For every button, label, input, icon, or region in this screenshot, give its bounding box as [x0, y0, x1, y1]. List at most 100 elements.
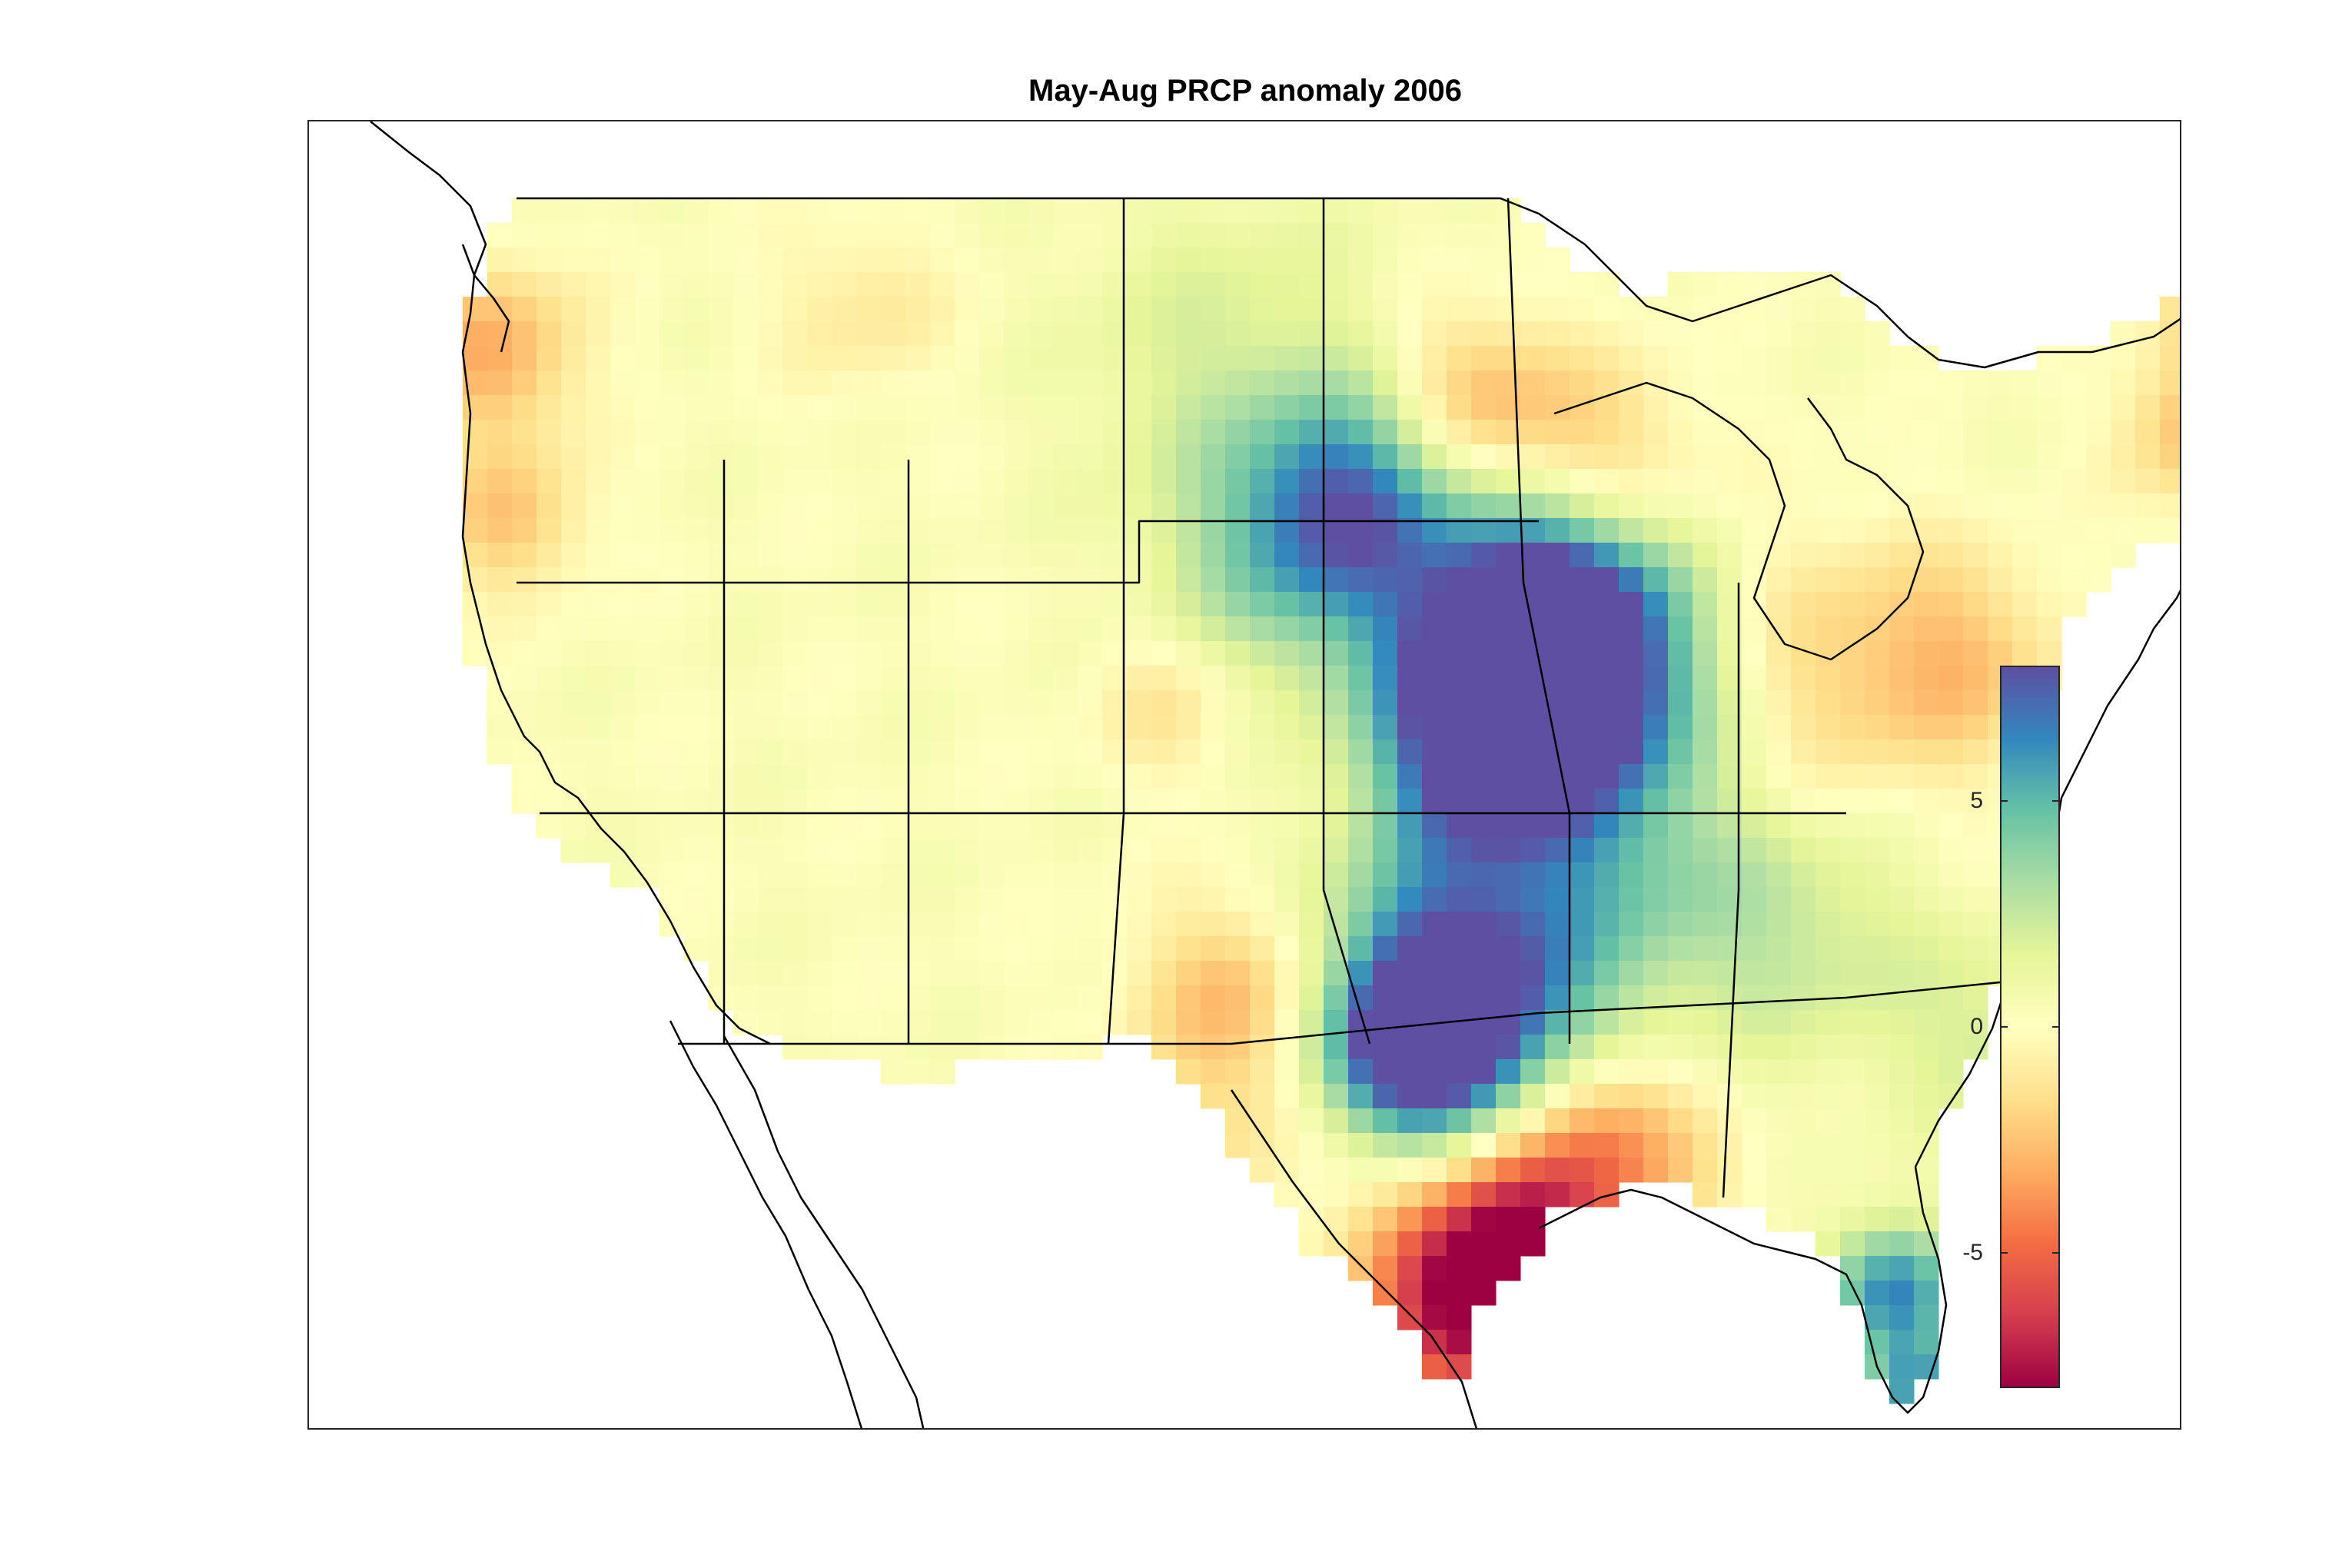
grid-cell	[1545, 764, 1570, 789]
grid-cell	[733, 370, 759, 396]
grid-cell	[1201, 567, 1226, 593]
grid-cell	[1914, 666, 1939, 691]
grid-cell	[1668, 838, 1693, 863]
grid-cell	[955, 297, 980, 322]
grid-cell	[1324, 715, 1349, 740]
grid-cell	[1299, 297, 1324, 322]
grid-cell	[733, 247, 759, 273]
grid-cell	[1963, 493, 1988, 519]
grid-cell	[561, 764, 586, 789]
grid-cell	[1889, 813, 1915, 839]
grid-cell	[659, 321, 685, 347]
grid-cell	[1889, 1108, 1915, 1134]
grid-cell	[1496, 1207, 1521, 1232]
grid-cell	[832, 1035, 857, 1060]
grid-cell	[1570, 567, 1595, 593]
grid-cell	[1938, 1010, 1964, 1035]
grid-cell	[1963, 862, 1988, 888]
grid-cell	[1471, 592, 1497, 617]
grid-cell	[930, 764, 955, 789]
grid-cell	[1619, 321, 1644, 347]
grid-cell	[1988, 395, 2013, 420]
grid-cell	[1693, 1182, 1718, 1208]
grid-cell	[2135, 493, 2161, 519]
grid-cell	[1545, 838, 1570, 863]
grid-cell	[1324, 469, 1349, 494]
grid-cell	[684, 912, 709, 937]
grid-cell	[1447, 912, 1472, 937]
grid-cell	[1717, 1182, 1742, 1208]
grid-cell	[709, 370, 734, 396]
grid-cell	[2160, 395, 2180, 420]
grid-cell	[1176, 592, 1201, 617]
grid-cell	[1520, 1108, 1546, 1134]
grid-cell	[807, 444, 832, 470]
grid-cell	[1274, 764, 1300, 789]
grid-cell	[1766, 1084, 1792, 1109]
grid-cell	[1447, 493, 1472, 519]
grid-cell	[1840, 887, 1865, 912]
grid-cell	[610, 493, 636, 519]
grid-cell	[1422, 1108, 1447, 1134]
grid-cell	[1201, 616, 1226, 642]
grid-cell	[1520, 247, 1546, 273]
grid-cell	[1250, 616, 1275, 642]
grid-cell	[1422, 1158, 1447, 1183]
grid-cell	[1348, 1133, 1374, 1158]
grid-cell	[1865, 936, 1890, 962]
grid-cell	[979, 764, 1005, 789]
grid-cell	[1078, 887, 1103, 912]
grid-cell	[1520, 739, 1546, 765]
grid-cell	[1053, 936, 1078, 962]
grid-cell	[1250, 395, 1275, 420]
grid-cell	[537, 789, 562, 814]
grid-cell	[1938, 912, 1964, 937]
grid-cell	[1938, 370, 1964, 396]
grid-cell	[1348, 1035, 1374, 1060]
grid-cell	[2012, 420, 2038, 445]
grid-cell	[1840, 961, 1865, 986]
grid-cell	[1594, 1133, 1619, 1158]
grid-cell	[832, 518, 857, 543]
grid-cell	[1594, 789, 1619, 814]
grid-cell	[1127, 493, 1152, 519]
grid-cell	[1840, 1035, 1865, 1060]
grid-cell	[1865, 1207, 1890, 1232]
grid-cell	[1447, 1182, 1472, 1208]
grid-cell	[1348, 518, 1374, 543]
grid-cell	[905, 297, 931, 322]
grid-cell	[635, 739, 660, 765]
grid-cell	[1078, 912, 1103, 937]
grid-cell	[1471, 567, 1497, 593]
grid-cell	[1717, 469, 1742, 494]
grid-cell	[1570, 370, 1595, 396]
grid-cell	[586, 469, 611, 494]
grid-cell	[979, 469, 1005, 494]
grid-cell	[1693, 1059, 1718, 1085]
grid-cell	[1422, 346, 1447, 371]
grid-cell	[881, 838, 906, 863]
grid-cell	[1127, 936, 1152, 962]
grid-cell	[1815, 1158, 1841, 1183]
grid-cell	[1397, 616, 1423, 642]
grid-cell	[1520, 912, 1546, 937]
grid-cell	[881, 961, 906, 986]
grid-cell	[1791, 838, 1816, 863]
grid-cell	[2086, 420, 2111, 445]
grid-cell	[1520, 985, 1546, 1011]
grid-cell	[807, 862, 832, 888]
grid-cell	[733, 469, 759, 494]
grid-cell	[1373, 1010, 1398, 1035]
grid-cell	[1594, 1010, 1619, 1035]
grid-cell	[2135, 370, 2161, 396]
grid-cell	[1274, 247, 1300, 273]
grid-cell	[1988, 543, 2013, 568]
grid-cell	[1693, 567, 1718, 593]
grid-cell	[1496, 1133, 1521, 1158]
grid-cell	[1348, 616, 1374, 642]
grid-cell	[1643, 912, 1669, 937]
grid-cell	[979, 641, 1005, 666]
grid-cell	[758, 518, 783, 543]
grid-cell	[586, 272, 611, 297]
grid-cell	[1373, 247, 1398, 273]
